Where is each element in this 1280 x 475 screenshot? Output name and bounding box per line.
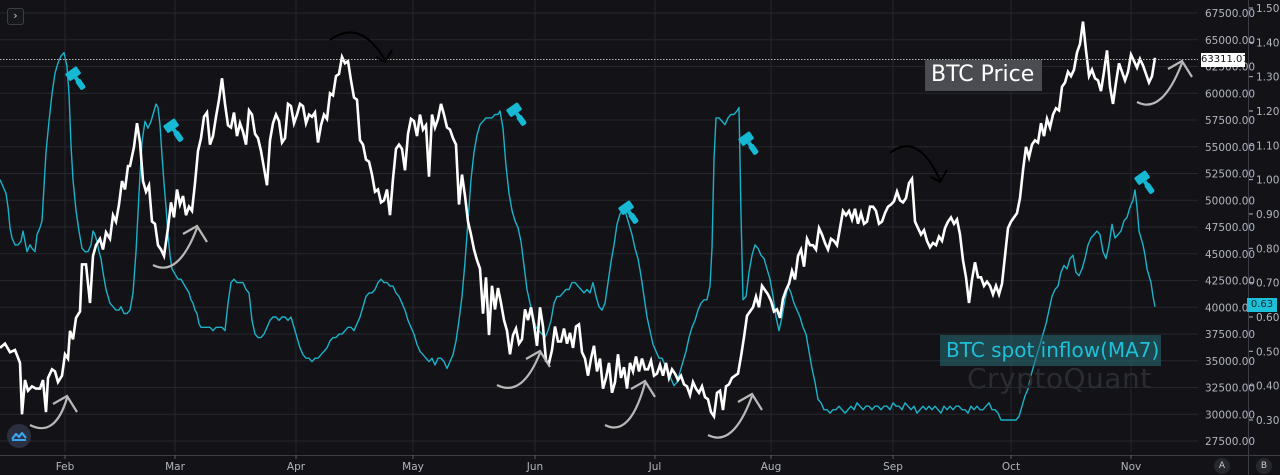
expand-panel-button[interactable]: › — [7, 8, 24, 25]
inflow-axis-tick: 1.00 — [1256, 175, 1279, 187]
price-axis-tick: 27500.00 — [1205, 436, 1255, 448]
price-axis-tick: 60000.00 — [1205, 88, 1255, 100]
price-axis-tick: 45000.00 — [1205, 249, 1255, 261]
gavel-icon — [1134, 170, 1155, 194]
inflow-axis-tick: 1.40 — [1256, 37, 1279, 49]
scale-button-b[interactable]: B — [1256, 458, 1272, 474]
month-tick: Nov — [1121, 461, 1142, 473]
last-inflow-tag: 0.63 — [1247, 298, 1277, 312]
price-series — [0, 21, 1157, 420]
watermark: CryptoQuant — [967, 362, 1152, 395]
price-axis-tick: 65000.00 — [1205, 35, 1255, 47]
gavel-icon — [65, 66, 86, 90]
inflow-axis-tick: 0.50 — [1256, 346, 1279, 358]
month-tick: Jul — [648, 461, 662, 473]
price-line — [0, 21, 1157, 420]
price-axis-tick: 57500.00 — [1205, 115, 1255, 127]
legend-btc-spot-inflow: BTC spot inflow(MA7) — [940, 335, 1162, 366]
up-arrow-icon — [604, 382, 647, 429]
price-axis-tick: 52500.00 — [1205, 169, 1255, 181]
price-axis-tick: 55000.00 — [1205, 142, 1255, 154]
gavel-icon — [738, 131, 759, 155]
gavel-icon — [163, 118, 184, 142]
month-tick: Aug — [761, 461, 782, 473]
down-arrow-icon — [889, 145, 941, 181]
gavel-icon — [618, 200, 639, 224]
price-axis-tick: 35000.00 — [1205, 356, 1255, 368]
inflow-axis-tick: 0.90 — [1256, 209, 1279, 221]
inflow-axis-tick: 0.60 — [1256, 312, 1279, 324]
last-price-tag: 63311.07 — [1201, 53, 1249, 67]
up-arrow-icon — [707, 395, 754, 439]
inflow-axis-tick: 0.80 — [1256, 243, 1279, 255]
price-axis-tick: 40000.00 — [1205, 302, 1255, 314]
annotations — [29, 31, 1193, 439]
inflow-axis-tick: 0.40 — [1256, 381, 1279, 393]
month-tick: Sep — [883, 461, 903, 473]
price-axis-tick: 32500.00 — [1205, 383, 1255, 395]
month-tick: May — [402, 461, 424, 473]
up-arrow-icon — [1136, 62, 1184, 106]
month-tick: Mar — [165, 461, 185, 473]
inflow-axis-tick: 1.50 — [1256, 3, 1279, 15]
month-tick: Feb — [56, 461, 75, 473]
up-arrow-icon — [29, 397, 69, 430]
up-arrow-icon — [152, 227, 199, 269]
price-axis-tick: 42500.00 — [1205, 276, 1255, 288]
inflow-axis-tick: 1.10 — [1256, 140, 1279, 152]
price-axis-tick: 37500.00 — [1205, 329, 1255, 341]
up-arrow-icon — [496, 352, 542, 390]
cryptoquant-logo[interactable] — [7, 424, 31, 448]
inflow-axis-tick: 1.20 — [1256, 106, 1279, 118]
inflow-axis-tick: 0.70 — [1256, 278, 1279, 290]
inflow-axis-tick: 1.30 — [1256, 72, 1279, 84]
month-tick: Jun — [526, 461, 543, 473]
cloud-chart-icon — [11, 431, 27, 441]
auto-scale-button-a[interactable]: A — [1214, 458, 1230, 474]
price-axis-tick: 50000.00 — [1205, 195, 1255, 207]
gavel-icon — [506, 102, 527, 126]
price-axis-tick: 47500.00 — [1205, 222, 1255, 234]
legend-btc-price: BTC Price — [925, 60, 1043, 91]
month-tick: Apr — [287, 461, 306, 473]
grid-lines — [0, 0, 1198, 452]
inflow-axis-tick: 0.30 — [1256, 415, 1279, 427]
price-axis-tick: 30000.00 — [1205, 409, 1255, 421]
price-axis-tick: 67500.00 — [1205, 8, 1255, 20]
down-arrow-icon — [329, 31, 386, 61]
month-tick: Oct — [1002, 461, 1020, 473]
